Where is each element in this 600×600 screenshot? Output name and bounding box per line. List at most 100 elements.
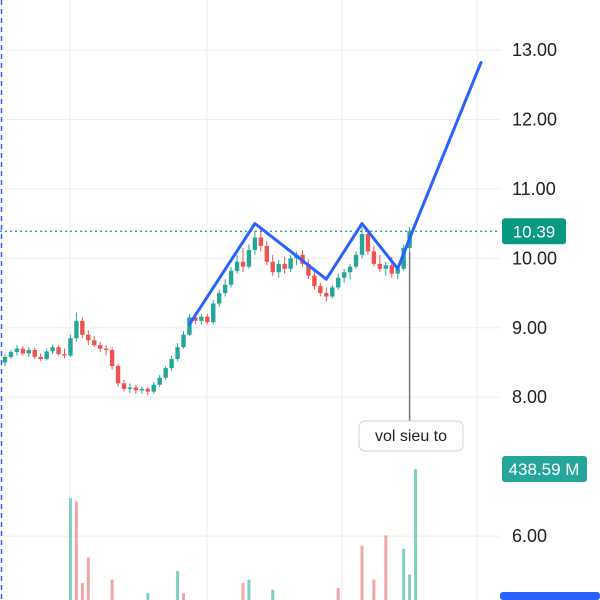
volume-bar	[384, 535, 388, 600]
candle	[121, 379, 127, 392]
candlesticks	[2, 227, 412, 396]
candle	[145, 386, 150, 396]
price-tick-label: 10.00	[512, 248, 557, 268]
volume-bar	[360, 545, 364, 600]
candle	[44, 348, 49, 361]
candle-body	[2, 356, 8, 363]
candle-body	[211, 303, 216, 323]
candle	[98, 341, 103, 353]
volume-bar	[176, 571, 180, 600]
candle	[14, 345, 20, 356]
candle-body	[252, 237, 258, 250]
candle	[8, 350, 14, 360]
volume-bar	[182, 593, 185, 600]
candle-body	[62, 354, 67, 356]
candle	[306, 259, 311, 280]
candle-body	[228, 270, 234, 285]
candle-body	[109, 350, 115, 366]
last-volume-label: 438.59 M	[509, 460, 580, 479]
candle	[163, 365, 168, 380]
candle	[109, 347, 115, 370]
candle-body	[115, 365, 121, 384]
candle	[199, 313, 204, 325]
candle-body	[383, 265, 388, 269]
price-axis[interactable]: 13.00 12.00 11.00 10.00 9.00 8.00 6.00	[512, 40, 557, 546]
candle	[62, 348, 67, 359]
volume-bar	[110, 579, 114, 600]
candle	[151, 381, 156, 394]
volume-bar	[414, 469, 418, 600]
candle-body	[276, 263, 281, 273]
volume-bar	[68, 498, 72, 600]
price-tick-label: 12.00	[512, 109, 557, 129]
candle-body	[389, 265, 394, 274]
volume-bar	[408, 574, 412, 600]
candle-body	[401, 247, 406, 269]
volume-badge: 438.59 M	[502, 456, 587, 482]
candle-body	[205, 316, 210, 323]
candle-body	[187, 317, 192, 335]
candle-body	[199, 316, 204, 321]
candle-body	[103, 348, 109, 350]
candle	[175, 343, 180, 362]
candle	[139, 386, 145, 394]
candle-body	[318, 286, 323, 294]
candle	[336, 273, 341, 290]
candle-body	[181, 334, 186, 348]
candle-body	[258, 237, 264, 246]
price-tick-label: 8.00	[512, 387, 547, 407]
volume-bar	[402, 549, 406, 600]
candle-body	[264, 245, 269, 262]
trend-drawing-line[interactable]	[187, 61, 483, 326]
candle	[127, 383, 133, 394]
candle-body	[341, 272, 347, 278]
candle	[228, 266, 234, 288]
candle-body	[50, 347, 55, 352]
price-tick-label: 6.00	[512, 526, 547, 546]
candle	[169, 355, 174, 371]
candle	[56, 345, 61, 356]
price-tick-label: 9.00	[512, 318, 547, 338]
candle	[103, 345, 109, 356]
candle-body	[365, 234, 371, 252]
candle-body	[163, 368, 168, 378]
last-price-badge: 10.39	[502, 218, 566, 245]
candle	[80, 317, 85, 339]
candle	[282, 256, 287, 274]
candle-body	[20, 348, 26, 354]
candle	[270, 254, 275, 276]
candle	[288, 254, 293, 273]
candle	[377, 254, 383, 273]
candle	[359, 227, 365, 259]
last-price-label: 10.39	[513, 222, 556, 241]
candle	[222, 279, 228, 297]
candle	[246, 244, 252, 269]
candle-body	[145, 388, 150, 392]
candle	[371, 245, 377, 267]
volume-bar	[271, 589, 275, 600]
candle-body	[234, 261, 240, 271]
volume-bar	[241, 583, 245, 600]
annotation-text: vol sieu to	[375, 428, 447, 445]
candle	[211, 300, 216, 325]
candle	[92, 336, 97, 348]
annotation-callout[interactable]: vol sieu to	[358, 420, 464, 452]
candle	[74, 312, 79, 342]
candle-body	[222, 284, 228, 294]
candle	[324, 287, 329, 302]
candle	[86, 330, 91, 346]
candle-body	[157, 377, 162, 385]
candle-body	[86, 334, 91, 341]
candle-body	[68, 338, 73, 356]
candle-body	[288, 258, 293, 269]
candle	[26, 347, 31, 357]
candle-body	[336, 277, 341, 288]
candle	[234, 254, 240, 274]
volume-bar	[80, 583, 84, 600]
candle-body	[169, 359, 174, 369]
candle	[240, 247, 246, 273]
candle	[20, 345, 26, 356]
candle	[258, 229, 264, 252]
